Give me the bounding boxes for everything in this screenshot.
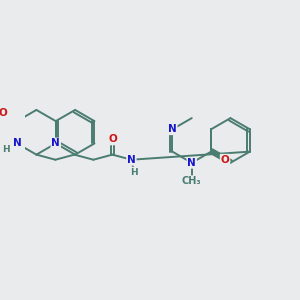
Text: N: N — [188, 158, 196, 168]
Text: N: N — [127, 155, 136, 165]
Text: O: O — [221, 155, 230, 165]
Text: N: N — [51, 139, 60, 148]
Text: CH₃: CH₃ — [182, 176, 202, 186]
Text: O: O — [0, 108, 8, 118]
Text: O: O — [108, 134, 117, 144]
Text: H: H — [130, 167, 138, 176]
Text: H: H — [2, 146, 10, 154]
Text: N: N — [168, 124, 177, 134]
Text: N: N — [13, 139, 21, 148]
